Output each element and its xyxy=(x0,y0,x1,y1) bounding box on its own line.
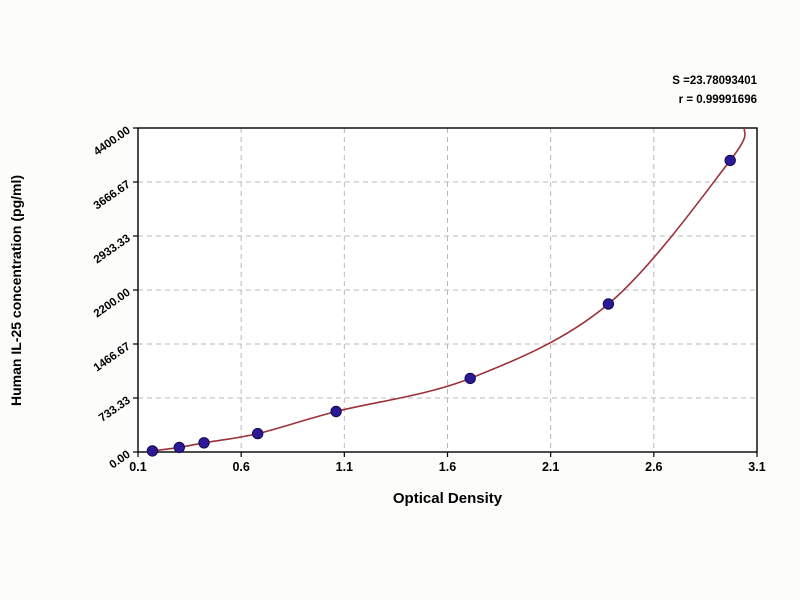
x-axis-title: Optical Density xyxy=(392,490,503,507)
x-tick-label: 2.1 xyxy=(542,460,559,474)
data-point xyxy=(198,437,210,449)
x-tick-label: 1.1 xyxy=(336,460,353,474)
fit-stat-r: r = 0.99991696 xyxy=(678,94,757,106)
x-tick-label: 3.1 xyxy=(748,460,765,474)
y-tick-label: 733.33 xyxy=(97,395,133,425)
fit-statistics: S =23.78093401 r = 0.99991696 xyxy=(672,72,757,110)
data-point xyxy=(330,405,342,418)
y-tick-label: 2200.00 xyxy=(92,287,133,321)
data-point xyxy=(602,298,615,310)
y-axis-title: Human IL-25 concentration (pg/ml) xyxy=(8,174,24,406)
data-point xyxy=(724,154,736,167)
data-point xyxy=(252,427,264,440)
fit-stat-s: S =23.78093401 xyxy=(672,75,757,87)
y-tick-label: 4400.00 xyxy=(92,125,133,159)
x-tick-label: 0.6 xyxy=(232,460,249,474)
data-point xyxy=(173,441,186,454)
x-tick-label: 0.1 xyxy=(129,460,146,474)
y-tick-label: 3666.67 xyxy=(92,179,133,213)
x-tick-label: 2.6 xyxy=(645,460,662,474)
data-point xyxy=(146,445,159,457)
y-tick-label: 2933.33 xyxy=(92,233,133,267)
data-point xyxy=(464,372,476,385)
x-tick-label: 1.6 xyxy=(439,460,456,474)
y-tick-label: 1466.67 xyxy=(92,341,133,375)
